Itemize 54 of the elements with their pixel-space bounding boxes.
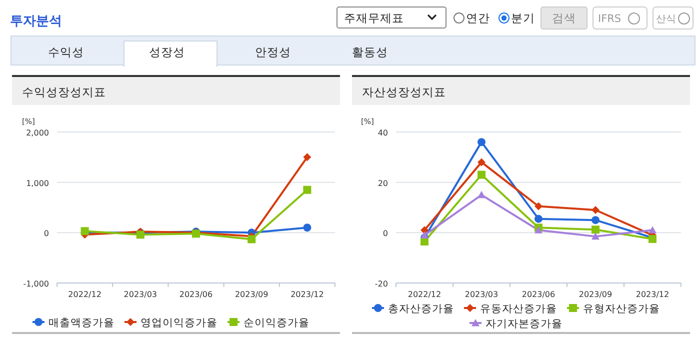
y-tick-label: -20 xyxy=(374,280,388,288)
point xyxy=(303,224,312,232)
point xyxy=(478,138,486,146)
y-tick-label: -1,000 xyxy=(23,280,49,288)
text: 검색 xyxy=(552,11,576,25)
x-tick-label: 2023/06 xyxy=(522,290,556,299)
text: 투자분석 xyxy=(10,14,62,29)
chart-title: 수익성장성지표 xyxy=(22,85,106,99)
legend-label: 총자산증가율 xyxy=(388,303,454,315)
point xyxy=(478,158,486,166)
y-tick-label: 40 xyxy=(378,128,388,138)
point xyxy=(648,226,656,234)
point xyxy=(534,202,542,210)
point xyxy=(534,214,542,223)
point xyxy=(534,226,542,234)
legend-label: 영업이익증가율 xyxy=(140,317,218,329)
point xyxy=(303,186,312,194)
y-tick-label: 0 xyxy=(382,229,388,238)
x-tick-label: 2023/12 xyxy=(636,290,670,299)
point xyxy=(592,232,600,240)
x-tick-label: 2023/12 xyxy=(290,290,324,299)
text: 산식 xyxy=(656,14,676,25)
x-tick-label: 2023/06 xyxy=(179,290,213,299)
x-tick-label: 2023/09 xyxy=(578,290,612,299)
text: 성장성 xyxy=(149,45,185,59)
legend-label: 유형자산증가율 xyxy=(583,303,660,315)
point xyxy=(592,216,600,224)
point xyxy=(592,226,600,234)
x-tick-label: 2022/12 xyxy=(408,290,442,299)
point xyxy=(478,170,486,179)
point xyxy=(303,153,312,162)
y-tick-label: 20 xyxy=(378,178,388,188)
chart-title: 자산성장성지표 xyxy=(362,85,446,99)
y-tick-label: 2,000 xyxy=(26,128,49,138)
x-tick-label: 2022/12 xyxy=(68,290,102,299)
text: IFRS xyxy=(598,13,622,25)
y-tick-label: 1,000 xyxy=(26,178,49,188)
text: 수익성 xyxy=(48,45,84,59)
legend-label: 자기자본증가율 xyxy=(486,318,562,330)
x-tick-label: 2023/09 xyxy=(234,290,268,299)
text: 분기 xyxy=(511,11,535,25)
legend-label: 유동자산증가율 xyxy=(480,303,557,315)
legend-label: 순이익증가율 xyxy=(244,317,310,329)
legend-label: 매출액증가율 xyxy=(48,317,114,329)
point xyxy=(248,235,256,244)
x-tick-label: 2023/03 xyxy=(124,290,158,299)
text: 안정성 xyxy=(255,45,291,59)
text: 활동성 xyxy=(352,45,388,59)
point xyxy=(478,190,486,198)
text: 연간 xyxy=(466,11,490,25)
x-tick-label: 2023/03 xyxy=(464,290,498,299)
point xyxy=(592,206,600,214)
y-tick-label: 0 xyxy=(44,229,49,238)
text: 주재무제표 xyxy=(344,11,404,25)
